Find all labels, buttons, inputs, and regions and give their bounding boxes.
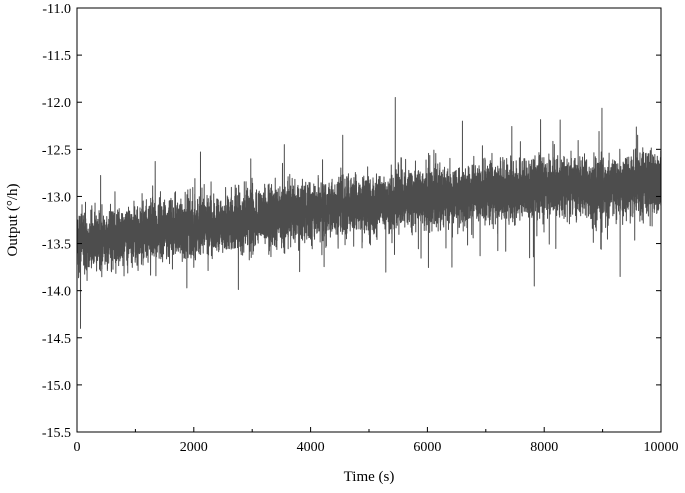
x-axis: 0 2000 4000 6000 8000 10000	[74, 427, 679, 455]
series-line	[76, 97, 662, 329]
x-tick-label: 6000	[413, 440, 441, 455]
x-tick-label: 4000	[297, 440, 325, 455]
y-tick-label: -14.0	[42, 285, 71, 300]
y-tick-label: -15.0	[42, 379, 71, 394]
y-tick-label: -15.5	[42, 426, 71, 441]
x-tick-label: 10000	[644, 440, 679, 455]
y-axis-title: Output (°/h)	[5, 183, 21, 256]
y-tick-label: -13.5	[42, 238, 71, 253]
y-tick-label: -12.5	[42, 143, 71, 158]
x-tick-label: 0	[74, 440, 81, 455]
y-tick-label: -13.0	[42, 190, 71, 205]
series-layer	[76, 97, 662, 329]
y-axis: -11.0 -11.5 -12.0 -12.5 -13.0 -13.5 -14.0 -14.5…	[42, 2, 661, 441]
y-tick-label: -14.5	[42, 332, 71, 347]
y-tick-label: -11.5	[42, 49, 71, 64]
y-tick-label: -12.0	[42, 96, 71, 111]
y-tick-label: -11.0	[42, 2, 71, 17]
x-tick-label: 2000	[180, 440, 208, 455]
x-tick-label: 8000	[530, 440, 558, 455]
x-axis-title: Time (s)	[344, 469, 395, 485]
